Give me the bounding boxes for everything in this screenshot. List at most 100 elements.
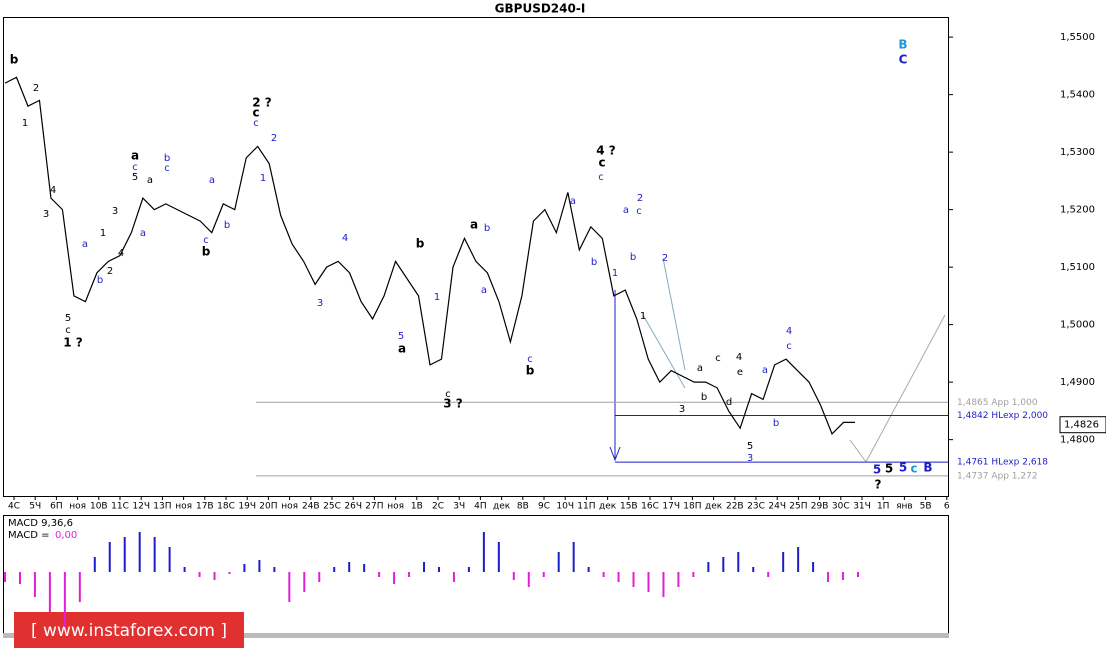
x-tick-label: 30С — [832, 502, 850, 512]
x-tick-label: 10Ч — [556, 502, 574, 512]
wave-label: a — [131, 149, 139, 163]
wave-label: 3 — [43, 209, 49, 220]
wave-label: 2 — [637, 193, 643, 204]
macd-bar — [393, 572, 396, 584]
wave-label: b — [416, 237, 425, 251]
chart-title: GBPUSD240-I — [495, 2, 586, 16]
x-tick-label: дек — [599, 502, 617, 512]
wave-label: c — [252, 106, 259, 120]
wave-label: 2 — [662, 253, 668, 264]
macd-bar — [243, 564, 246, 572]
y-tick-label: 1,5400 — [1060, 90, 1095, 101]
macd-bar — [587, 567, 590, 572]
macd-bar — [183, 567, 186, 572]
macd-bar — [258, 560, 261, 572]
wave-label: 2 — [33, 83, 39, 94]
x-tick-label: 12Ч — [132, 502, 150, 512]
y-tick-label: 1,4800 — [1060, 435, 1095, 446]
wave-label: c — [715, 353, 721, 364]
wave-label: 4 — [736, 352, 742, 363]
wave-label: a — [481, 285, 487, 296]
wave-label: a — [762, 365, 768, 376]
macd-bar — [348, 562, 351, 572]
x-tick-label: 17В — [196, 502, 214, 512]
current-price-box — [1059, 416, 1106, 434]
wave-label: 3 — [679, 404, 685, 415]
scroll-strip — [3, 633, 949, 638]
wave-label: c — [65, 325, 71, 336]
wave-label: a — [470, 218, 478, 232]
wave-label: b — [484, 223, 490, 234]
x-tick-label: 8В — [517, 502, 529, 512]
current-price-label: 1,4826 — [1064, 420, 1099, 431]
wave-label: e — [737, 367, 743, 378]
x-tick-label: ноя — [69, 502, 86, 512]
macd-bar — [123, 537, 126, 572]
macd-bar — [752, 567, 755, 572]
x-tick-label: 18С — [217, 502, 235, 512]
wave-label: ? — [875, 478, 882, 492]
wave-label: b — [224, 220, 230, 231]
wave-label: b — [97, 275, 103, 286]
wave-label: 5 — [132, 172, 138, 183]
x-tick-label: 20П — [259, 502, 277, 512]
macd-bar — [707, 562, 710, 572]
macd-bar — [363, 564, 366, 572]
macd-bar — [527, 572, 530, 587]
x-tick-label: 11П — [577, 502, 595, 512]
macd-bar — [138, 532, 141, 572]
wave-label: 1 — [612, 268, 618, 279]
x-tick-label: 24Ч — [768, 502, 786, 512]
wave-label: 5 — [885, 462, 893, 476]
x-tick-label: 31Ч — [853, 502, 871, 512]
x-tick-label: 24В — [302, 502, 320, 512]
wave-label: a — [209, 175, 215, 186]
level-label: 1,4842 HLexp 2,000 — [957, 411, 1048, 421]
wave-label: 1 ? — [63, 336, 83, 350]
macd-bar — [662, 572, 665, 597]
wave-label: 2 — [271, 133, 277, 144]
x-tick-label: 27П — [365, 502, 383, 512]
x-tick-label: ноя — [281, 502, 298, 512]
wave-label: C — [899, 53, 908, 67]
macd-bar — [93, 557, 96, 572]
x-tick-label: 4П — [474, 502, 487, 512]
wave-label: b — [701, 392, 707, 403]
wave-label: 1 — [260, 173, 266, 184]
macd-bar — [452, 572, 455, 582]
wave-label: a — [147, 175, 153, 186]
wave-label: b — [591, 257, 597, 268]
wave-label: 5 — [398, 331, 404, 342]
price-line — [4, 76, 855, 435]
x-tick-label: дек — [705, 502, 723, 512]
wave-label: c — [910, 462, 917, 476]
x-tick-label: 9С — [538, 502, 550, 512]
wave-label: b — [526, 364, 535, 378]
level-label: 1,4737 App 1,272 — [957, 471, 1038, 481]
wave-label: a — [82, 239, 88, 250]
channel-line — [642, 314, 686, 389]
x-tick-label: 6П — [50, 502, 63, 512]
macd-bar — [497, 542, 500, 572]
level-label: 1,4761 HLexp 2,618 — [957, 458, 1048, 468]
wave-label: 5 — [899, 461, 907, 475]
macd-bar — [737, 552, 740, 572]
wave-label: 1 — [22, 118, 28, 129]
macd-bar — [288, 572, 291, 602]
wave-label: 1 — [434, 292, 440, 303]
wave-label: 3 — [747, 453, 753, 464]
forecast-line — [865, 314, 946, 463]
level-label: 1,4865 App 1,000 — [957, 398, 1038, 408]
y-tick-label: 1,5300 — [1060, 147, 1095, 158]
macd-bar — [198, 572, 201, 577]
wave-label: 3 — [112, 206, 118, 217]
wave-label: 4 — [50, 185, 56, 196]
macd-bar — [482, 532, 485, 572]
macd-bar — [168, 547, 171, 572]
macd-bar — [617, 572, 620, 582]
macd-bar — [318, 572, 321, 582]
wave-label: c — [132, 162, 138, 173]
macd-bar — [842, 572, 845, 580]
x-tick-label: 17Ч — [662, 502, 680, 512]
